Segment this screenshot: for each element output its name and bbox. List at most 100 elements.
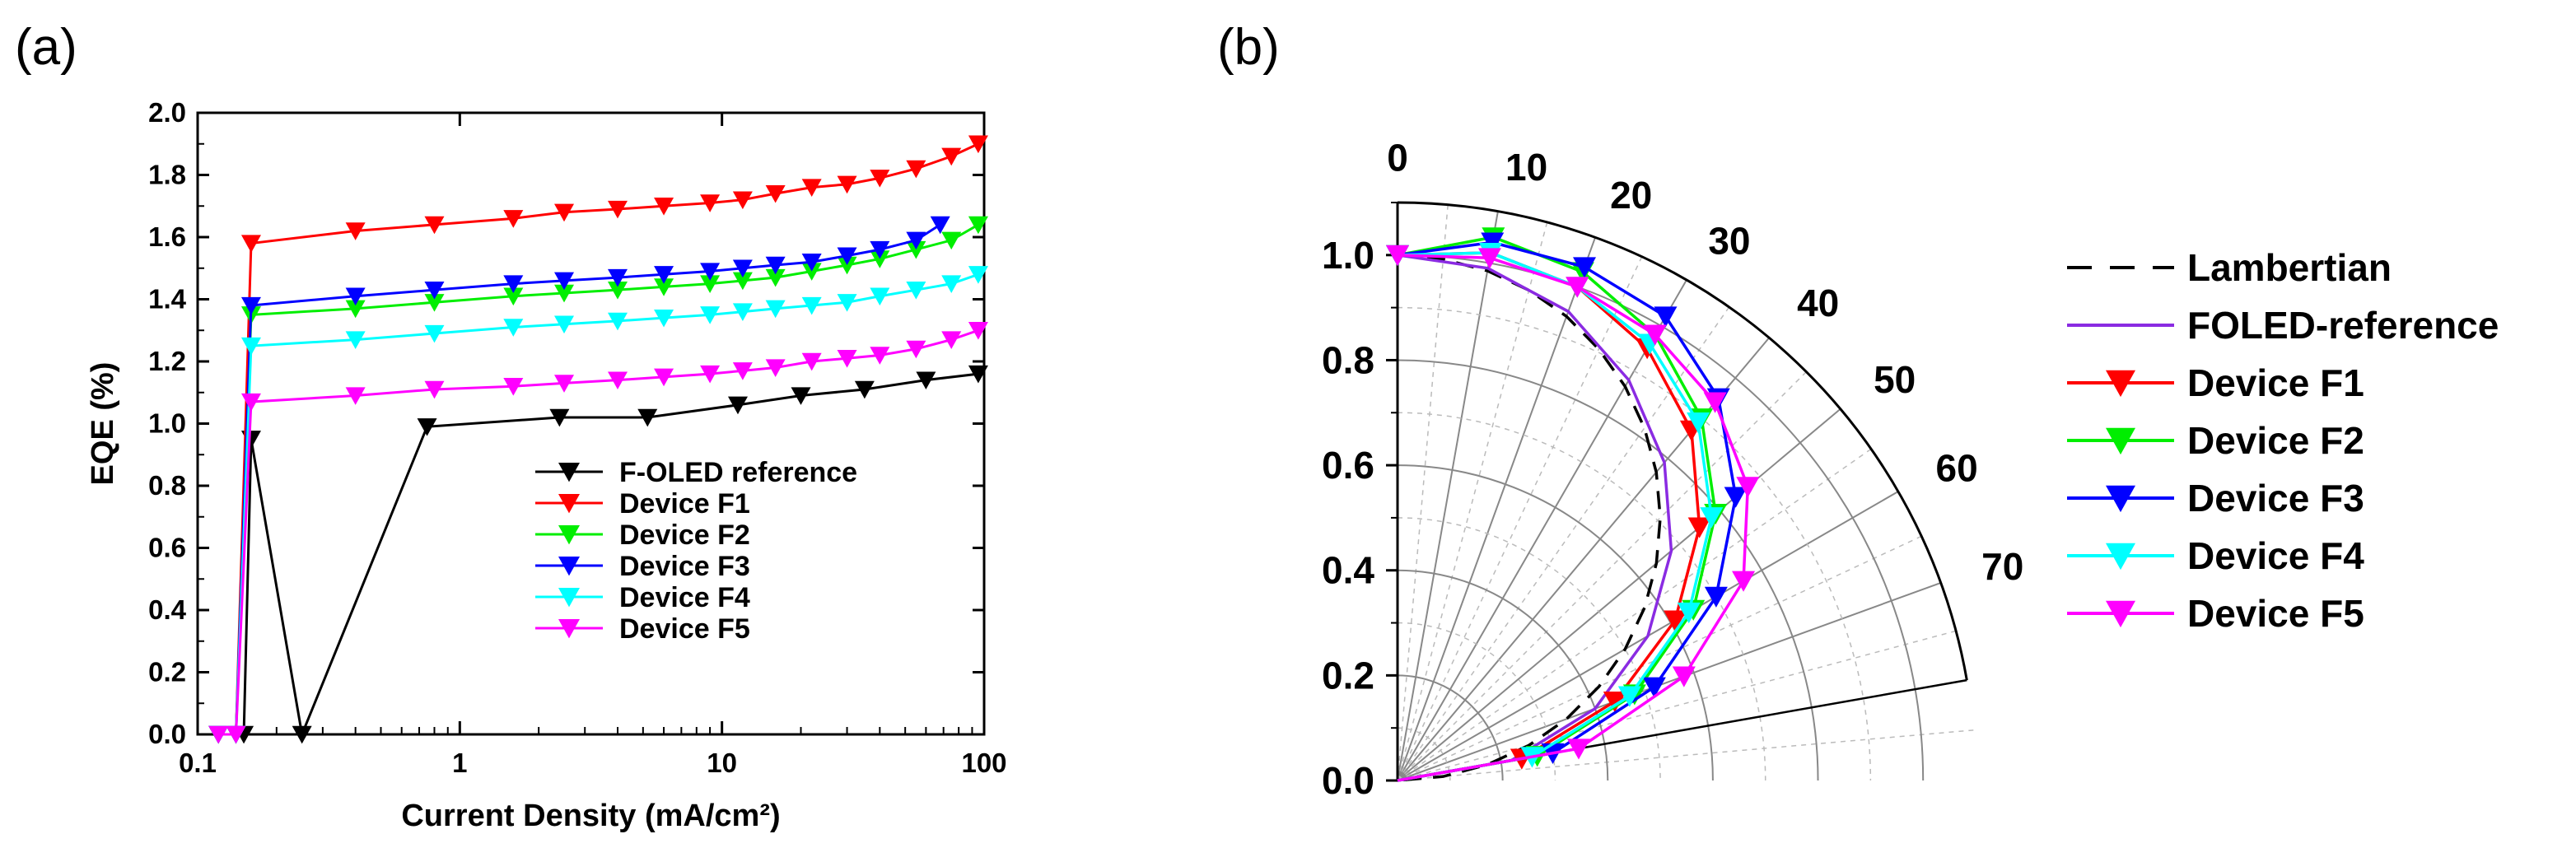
y-tick-label: 0.2	[148, 657, 186, 687]
x-axis-title: Current Density (mA/cm²)	[401, 799, 780, 833]
series-line	[218, 328, 979, 736]
data-point-marker	[906, 240, 926, 259]
angle-tick-label: 10	[1505, 146, 1547, 189]
data-point-marker	[1643, 324, 1667, 346]
data-point-marker	[554, 284, 575, 303]
legend-label: Device F2	[619, 520, 750, 551]
data-point-marker	[240, 235, 261, 253]
angular-minor-grid-line	[1397, 448, 1872, 781]
data-point-marker	[1654, 306, 1678, 328]
data-point-marker	[837, 350, 857, 368]
y-tick-label: 1.6	[148, 221, 186, 252]
y-axis-title: EQE (%)	[86, 362, 120, 486]
data-point-marker	[1703, 392, 1727, 413]
data-point-marker	[801, 263, 822, 281]
angle-tick-label: 70	[1981, 545, 2023, 588]
data-point-marker	[503, 319, 524, 337]
data-point-marker	[1700, 507, 1724, 529]
legend-label: Device F2	[2187, 419, 2364, 462]
data-point-marker	[968, 135, 988, 154]
data-point-marker	[1687, 517, 1711, 538]
x-tick-label: 1	[452, 748, 467, 778]
angular-minor-grid-line	[1397, 729, 1974, 781]
y-tick-label: 0.6	[148, 533, 186, 563]
legend-marker	[558, 556, 580, 576]
data-point-marker	[654, 266, 674, 284]
legend-marker	[558, 587, 580, 608]
data-point-marker	[968, 322, 988, 340]
data-point-marker	[1566, 739, 1590, 760]
angle-tick-label: 50	[1874, 358, 1916, 401]
data-point-marker	[637, 408, 658, 427]
data-point-marker	[700, 263, 721, 281]
data-point-marker	[727, 396, 748, 415]
data-point-marker	[870, 170, 890, 188]
data-point-marker	[607, 312, 628, 331]
angular-minor-grid-line	[1397, 256, 1643, 781]
data-point-marker	[554, 272, 575, 291]
angular-minor-grid-line	[1397, 371, 1807, 781]
data-point-marker	[941, 231, 962, 250]
data-point-marker	[870, 287, 890, 306]
data-point-marker	[1603, 692, 1626, 713]
data-point-marker	[607, 200, 628, 219]
legend-marker	[2106, 427, 2135, 455]
data-point-marker	[1732, 571, 1756, 592]
data-point-marker	[654, 278, 674, 296]
angle-tick-label: 30	[1708, 219, 1750, 262]
x-tick-label: 0.1	[179, 748, 217, 778]
legend-marker	[558, 462, 580, 482]
data-point-marker	[654, 309, 674, 328]
angular-minor-grid-line	[1397, 306, 1730, 781]
data-point-marker	[424, 294, 445, 312]
legend-label: Device F1	[2187, 361, 2364, 404]
legend-label: Device F3	[2187, 477, 2364, 520]
data-point-marker	[226, 725, 246, 744]
data-point-marker	[906, 340, 926, 359]
data-point-marker	[906, 231, 926, 250]
series-line	[1397, 254, 1750, 782]
data-point-marker	[208, 725, 229, 744]
legend-marker	[558, 493, 580, 514]
radial-tick-label: 0.6	[1322, 444, 1374, 487]
legend-label: Device F5	[619, 613, 750, 645]
data-point-marker	[345, 387, 366, 405]
data-point-marker	[941, 331, 962, 349]
data-point-marker	[554, 315, 575, 334]
data-point-marker	[968, 266, 988, 284]
series-line	[1397, 254, 1673, 782]
data-point-marker	[765, 184, 786, 203]
data-point-marker	[801, 352, 822, 371]
data-point-marker	[765, 359, 786, 377]
panel-b-label: (b)	[1217, 19, 1280, 76]
data-point-marker	[732, 362, 753, 380]
series-line	[1397, 254, 1662, 782]
legend-label: F-OLED reference	[619, 457, 857, 488]
data-point-marker	[870, 240, 890, 259]
radial-tick-label: 1.0	[1322, 234, 1374, 277]
angular-minor-grid-line	[1397, 630, 1957, 781]
series-foled-reference	[1397, 254, 1673, 782]
series-line	[1397, 240, 1738, 782]
data-point-marker	[1672, 666, 1696, 687]
legend-label: Device F4	[2187, 534, 2364, 577]
data-point-marker	[765, 268, 786, 287]
radial-minor-grid-arc	[1397, 306, 1872, 781]
data-point-marker	[654, 198, 674, 216]
panel-b-polar-chart: 0.0 0.2 0.4 0.6 0.8 1.0 0 10 20 30 40 50 60 70 Lambert…	[1322, 136, 2499, 802]
radial-grid-arc	[1397, 254, 1925, 781]
data-point-marker	[607, 268, 628, 287]
data-point-marker	[870, 347, 890, 365]
angular-grid-line	[1397, 408, 1841, 781]
y-tick-label: 2.0	[148, 97, 186, 128]
series-f-oled-reference	[208, 365, 988, 744]
data-point-marker	[870, 250, 890, 268]
data-point-marker	[700, 275, 721, 294]
plot-frame	[196, 111, 986, 736]
data-point-marker	[801, 254, 822, 272]
angle-tick-label: 60	[1936, 447, 1978, 490]
panel-a-label: (a)	[15, 19, 77, 76]
data-point-marker	[765, 300, 786, 319]
angular-minor-grid-line	[1397, 221, 1548, 781]
